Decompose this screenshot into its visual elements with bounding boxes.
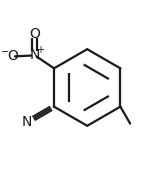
Text: +: + [36,45,44,55]
Text: O: O [29,27,40,41]
Text: −: − [1,47,9,57]
Text: N: N [29,48,40,62]
Text: N: N [22,115,32,130]
Text: O: O [7,49,18,63]
